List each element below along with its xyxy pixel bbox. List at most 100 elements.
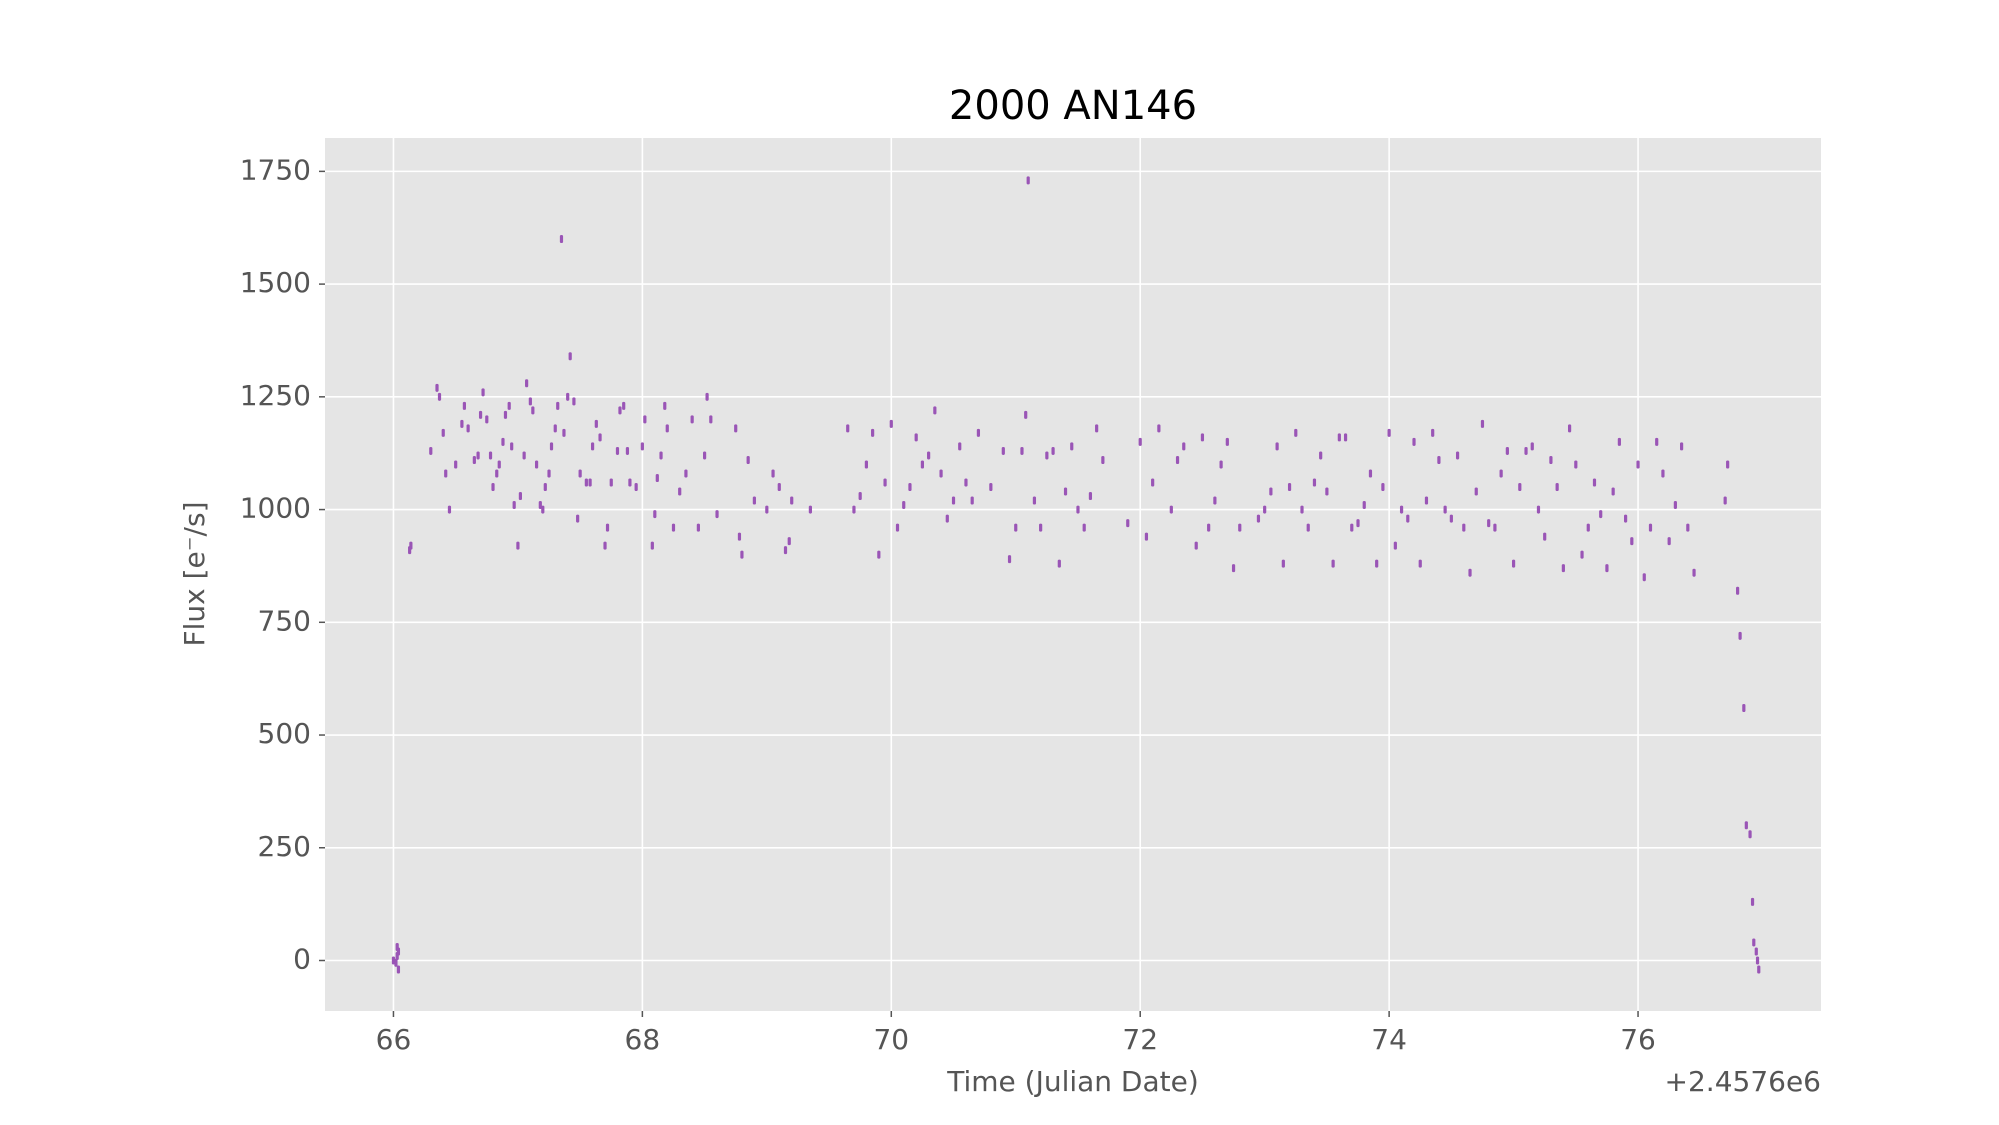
data-point (549, 442, 554, 451)
data-point (1738, 631, 1742, 640)
data-point (1325, 487, 1329, 496)
data-point (1443, 505, 1447, 514)
data-point (877, 550, 881, 559)
x-axis-label: Time (Julian Date) (946, 1065, 1199, 1098)
x-tick-label: 66 (376, 1023, 412, 1056)
x-tick-label: 68 (625, 1023, 661, 1056)
data-point (1748, 830, 1752, 839)
data-point (653, 510, 657, 519)
data-point (1630, 537, 1634, 546)
data-point (1337, 433, 1341, 442)
data-point (1362, 501, 1366, 510)
data-point (1480, 419, 1485, 428)
data-point (1605, 564, 1609, 573)
data-point (1599, 510, 1603, 519)
data-point (678, 487, 682, 496)
data-point (1655, 437, 1659, 446)
data-point (1138, 437, 1142, 446)
data-point (460, 419, 464, 428)
data-point (594, 419, 598, 428)
data-point (485, 415, 489, 424)
data-point (497, 460, 501, 469)
data-point (1194, 541, 1198, 550)
data-point (1175, 455, 1180, 464)
data-point (472, 455, 476, 464)
data-point (684, 469, 688, 478)
data-point (715, 510, 719, 519)
data-point (1723, 496, 1727, 505)
data-point (503, 410, 508, 419)
data-point (1412, 437, 1416, 446)
data-point (576, 514, 580, 523)
data-point (1493, 523, 1497, 532)
data-point (1424, 496, 1429, 505)
plot-area (325, 138, 1821, 1011)
x-offset-label: +2.4576e6 (1665, 1065, 1821, 1098)
data-point (1231, 564, 1236, 573)
data-point (765, 505, 769, 514)
data-point (1518, 483, 1522, 492)
data-point (671, 523, 676, 532)
data-point (1275, 442, 1279, 451)
data-point (625, 446, 630, 455)
data-point (516, 541, 520, 550)
data-point (852, 505, 856, 514)
data-point (1157, 424, 1161, 433)
data-point (895, 523, 900, 532)
data-point (391, 956, 396, 965)
y-tick-label: 0 (293, 942, 311, 975)
data-point (958, 442, 962, 451)
y-tick-label: 1000 (240, 492, 311, 525)
data-point (1530, 442, 1534, 451)
data-point (1039, 523, 1043, 532)
data-point (1561, 564, 1565, 573)
data-point (588, 478, 592, 487)
data-point (1182, 442, 1186, 451)
y-tick-label: 250 (258, 830, 311, 863)
data-point (584, 478, 588, 487)
data-point (746, 455, 750, 464)
data-point (628, 478, 632, 487)
data-point (1726, 460, 1730, 469)
data-point (650, 541, 654, 550)
data-point (1144, 532, 1149, 541)
data-point (1592, 478, 1597, 487)
data-point (394, 958, 398, 967)
y-tick-label: 1500 (240, 266, 311, 299)
data-point (572, 397, 576, 406)
data-point (643, 415, 647, 424)
data-point (491, 483, 495, 492)
data-point (889, 419, 893, 428)
data-point (1312, 478, 1317, 487)
data-point (1200, 433, 1205, 442)
data-point (787, 537, 791, 546)
data-point (1580, 550, 1584, 559)
data-point (964, 478, 968, 487)
data-point (1026, 176, 1030, 185)
data-point (1617, 437, 1621, 446)
data-point (1449, 514, 1453, 523)
data-point (444, 469, 448, 478)
data-point (522, 451, 526, 460)
data-point (1082, 523, 1086, 532)
data-point (1001, 446, 1005, 455)
data-point (1263, 505, 1267, 514)
x-tick-label: 74 (1371, 1023, 1407, 1056)
x-tick-label: 76 (1620, 1023, 1656, 1056)
data-point (1381, 483, 1385, 492)
data-point (534, 460, 539, 469)
data-point (871, 428, 875, 437)
data-point (562, 428, 566, 437)
data-point (1661, 469, 1665, 478)
data-point (1692, 568, 1696, 577)
data-point (1020, 446, 1024, 455)
data-point (1455, 451, 1460, 460)
data-point (902, 501, 906, 510)
data-point (590, 442, 595, 451)
data-point (846, 424, 850, 433)
data-point (783, 546, 788, 555)
data-point (510, 442, 514, 451)
data-point (609, 478, 613, 487)
data-point (1007, 555, 1012, 564)
